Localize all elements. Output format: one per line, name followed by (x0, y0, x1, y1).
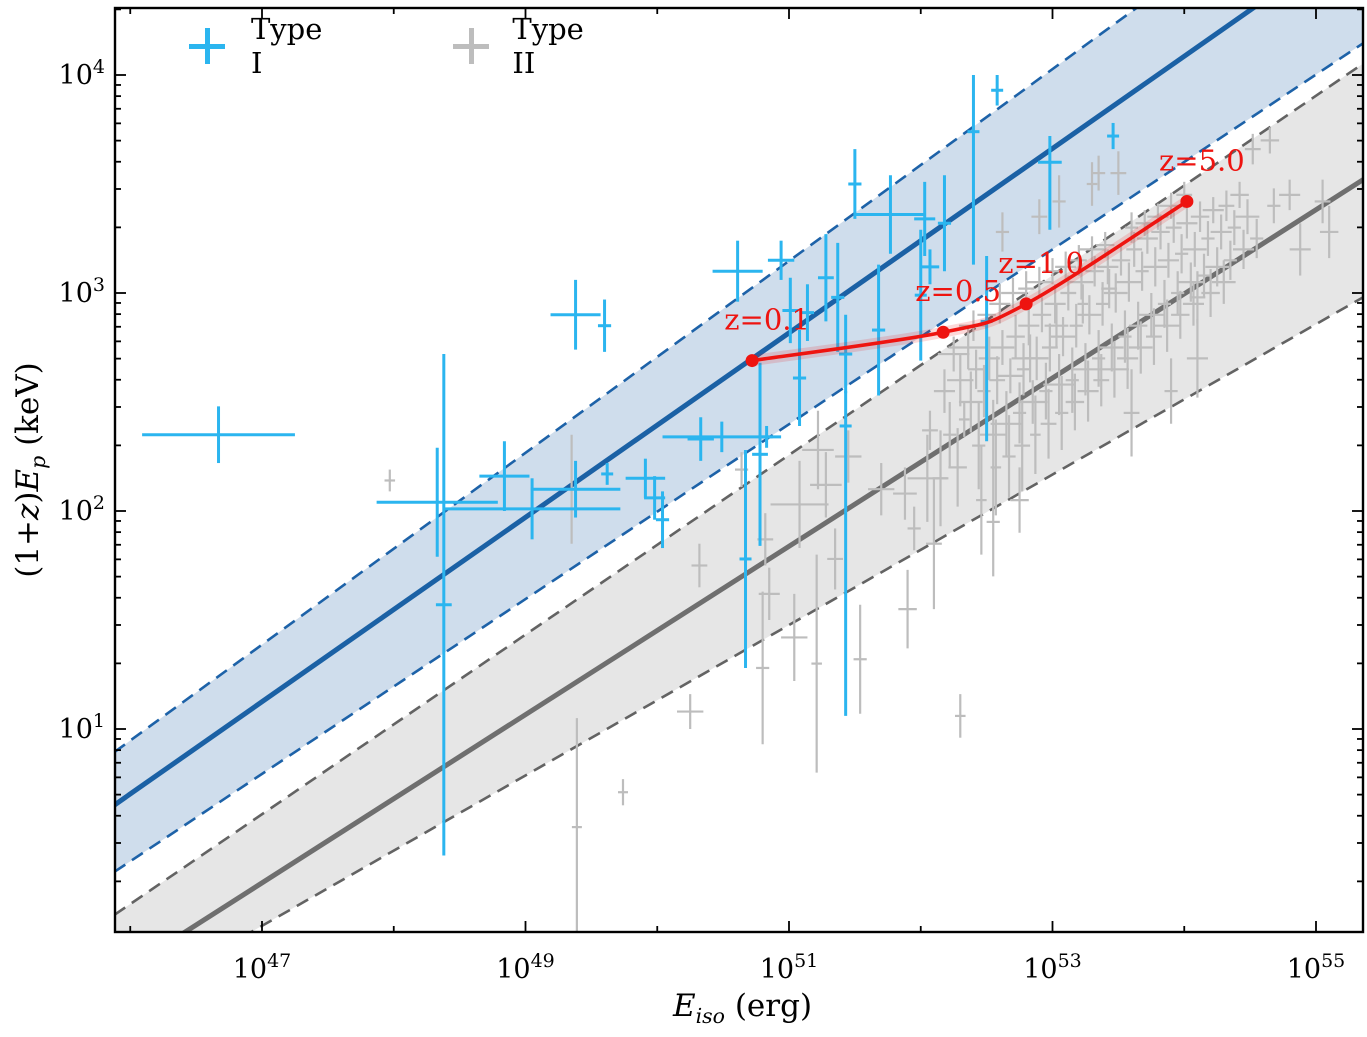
confidence-band (115, 63, 1363, 932)
type1-plus-marker-icon (188, 27, 225, 65)
axis-ticks (115, 8, 1363, 932)
track-point-z=0.5 (936, 325, 950, 339)
best-fit-line (115, 8, 1258, 808)
legend-label-type2: Type II (512, 12, 584, 80)
redshift-track (745, 194, 1194, 368)
y-tick-label-1e3: 103 (59, 274, 105, 309)
x-label-symbol: E (673, 988, 696, 1024)
x-tick-label-1e47: 1047 (233, 950, 292, 985)
lower-dashed-line (248, 295, 1363, 932)
type2-plus-marker-icon (452, 27, 489, 65)
y-tick-label-1e2: 102 (59, 492, 105, 527)
legend-item-type2: Type II (452, 12, 592, 80)
track-curve (751, 199, 1188, 363)
track-point-z=1.0 (1019, 297, 1033, 311)
x-label-unit: (erg) (724, 988, 813, 1024)
lower-dashed-line (115, 42, 1363, 873)
y-tick-label-1e4: 104 (59, 56, 105, 91)
series-type2-points (384, 127, 1339, 932)
x-axis-label: Eiso (erg) (673, 988, 812, 1028)
upper-dashed-line (115, 8, 1139, 754)
x-tick-label-1e55: 1055 (1287, 950, 1346, 985)
x-label-subscript: iso (695, 1004, 725, 1029)
y-axis-label: (1+z)Ep (keV) (9, 362, 51, 578)
y-tick-label-1e1: 101 (59, 710, 105, 745)
legend-label-type1: Type I (250, 12, 323, 80)
legend-item-type1: Type I (188, 12, 328, 80)
track-label-z=0.1: z=0.1 (724, 303, 810, 337)
x-tick-label-1e53: 1053 (1023, 950, 1082, 985)
track-point-z=5.0 (1180, 194, 1194, 208)
series-type1-points (142, 75, 1120, 856)
best-fit-line (180, 177, 1363, 932)
plot-area (115, 8, 1363, 932)
track-label-z=0.5: z=0.5 (915, 274, 1001, 308)
x-tick-label-1e49: 1049 (496, 950, 555, 985)
track-label-z=5.0: z=5.0 (1159, 143, 1245, 177)
type2-relation (115, 62, 1363, 932)
plot-border (113, 6, 1365, 934)
track-label-z=1.0: z=1.0 (998, 246, 1084, 280)
x-tick-label-1e51: 1051 (760, 950, 819, 985)
track-point-z=0.1 (745, 354, 759, 368)
